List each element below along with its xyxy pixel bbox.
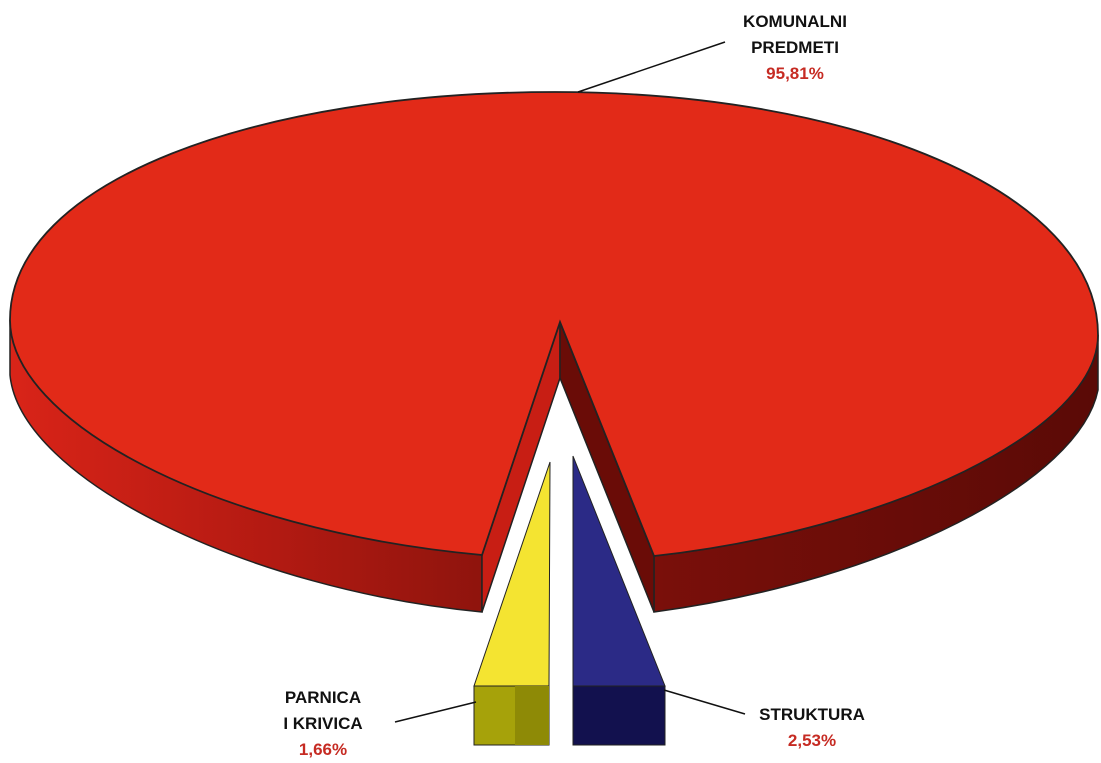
label-parnica-line2: I KRIVICA: [283, 714, 362, 733]
label-struktura-percent: 2,53%: [788, 731, 836, 750]
label-parnica-line1: PARNICA: [285, 688, 361, 707]
label-struktura: STRUKTURA: [759, 705, 865, 724]
label-parnica-percent: 1,66%: [299, 740, 347, 758]
slice-top-komunalni: [9, 91, 1099, 557]
label-komunalni-line2: PREDMETI: [751, 38, 839, 57]
label-komunalni-line1: KOMUNALNI: [743, 12, 847, 31]
slice-side-parnica-dark: [515, 686, 549, 745]
label-komunalni-percent: 95,81%: [766, 64, 824, 83]
slice-side-struktura: [572, 685, 666, 746]
leader-line-struktura: [663, 689, 746, 715]
leader-line-komunalni: [577, 41, 726, 93]
leader-line-parnica: [394, 701, 477, 723]
